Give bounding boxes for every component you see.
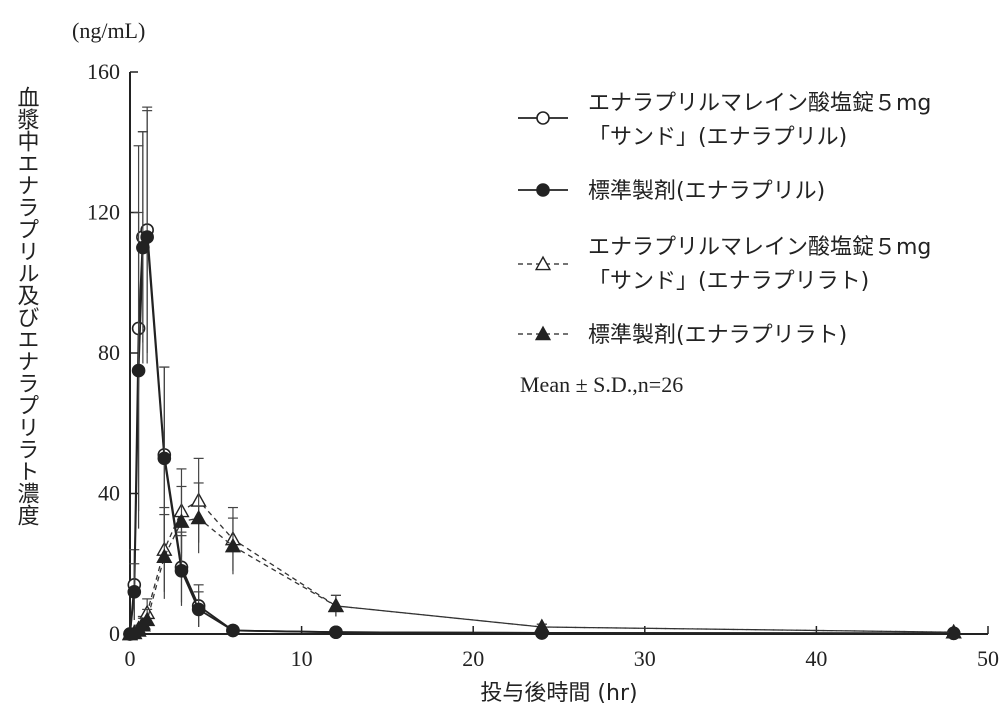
x-tick-label: 0	[125, 646, 136, 671]
data-point	[224, 537, 242, 553]
series-line	[129, 236, 954, 635]
y-ticks: 0 40 80 120 160	[87, 59, 138, 646]
y-tick-label: 80	[98, 340, 120, 365]
y-tick-label: 0	[109, 621, 120, 646]
x-tick-label: 30	[634, 646, 656, 671]
legend-item-3: エナラプリルマレイン酸塩錠５mg 「サンド」(エナラプリラト)	[518, 235, 931, 294]
data-point	[190, 509, 207, 525]
legend-marker	[536, 111, 550, 125]
plot-area	[121, 106, 962, 641]
legend-marker	[534, 255, 552, 271]
data-point	[226, 623, 240, 638]
legend-marker	[536, 183, 550, 197]
legend-label: エナラプリルマレイン酸塩錠５mg	[588, 91, 931, 116]
y-axis-title: 血漿中エナラプリル及びエナラプリラト濃度	[14, 86, 40, 526]
series-line	[129, 499, 954, 635]
legend-label: 標準製剤(エナラプリル)	[588, 179, 825, 204]
series-4	[121, 482, 962, 641]
data-point	[329, 625, 343, 640]
series-2	[123, 110, 961, 641]
legend: エナラプリルマレイン酸塩錠５mg 「サンド」(エナラプリル) 標準製剤(エナラプリル…	[518, 91, 931, 348]
data-point	[157, 451, 172, 466]
legend-item-4: 標準製剤(エナラプリラト)	[518, 323, 847, 348]
x-tick-label: 50	[977, 646, 999, 671]
stats-note: Mean ± S.D.,n=26	[520, 372, 683, 397]
x-axis-title: 投与後時間 (hr)	[480, 681, 637, 706]
legend-item-2: 標準製剤(エナラプリル)	[518, 179, 825, 204]
data-point	[131, 363, 146, 378]
data-point	[533, 618, 550, 634]
legend-item-1: エナラプリルマレイン酸塩錠５mg 「サンド」(エナラプリル)	[518, 91, 931, 150]
y-tick-label: 40	[98, 481, 120, 506]
data-point	[945, 623, 962, 639]
data-point	[139, 611, 156, 627]
data-point	[127, 585, 142, 599]
y-tick-label: 120	[87, 200, 120, 225]
y-tick-label: 160	[87, 59, 120, 84]
data-point	[174, 563, 189, 578]
legend-marker	[534, 325, 552, 341]
data-point	[140, 230, 154, 244]
x-tick-label: 20	[462, 646, 484, 671]
x-tick-label: 40	[805, 646, 827, 671]
x-tick-label: 10	[291, 646, 313, 671]
x-ticks: 0 10 20 30 40 50	[125, 626, 999, 671]
data-point	[156, 548, 173, 563]
series-line	[129, 517, 954, 635]
data-point	[173, 513, 190, 528]
data-point	[327, 597, 345, 613]
legend-label: エナラプリルマレイン酸塩錠５mg	[588, 235, 931, 260]
legend-label: 「サンド」(エナラプリラト)	[588, 269, 869, 294]
data-point	[191, 602, 206, 617]
y-unit-label: (ng/mL)	[72, 18, 145, 43]
legend-label: 標準製剤(エナラプリラト)	[588, 323, 847, 348]
legend-label: 「サンド」(エナラプリル)	[588, 125, 847, 150]
series-3	[121, 457, 962, 641]
